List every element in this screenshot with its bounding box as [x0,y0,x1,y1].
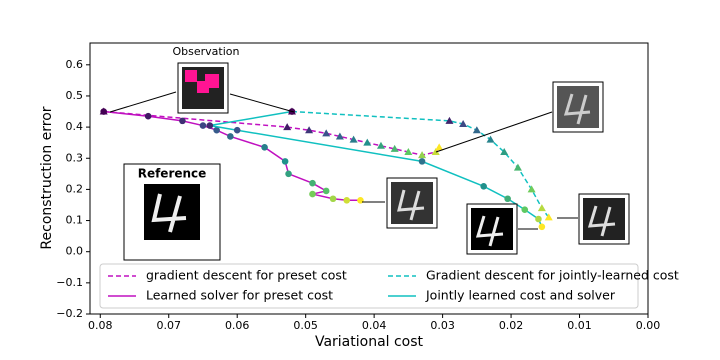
marker [500,148,509,156]
marker [445,116,454,124]
marker [431,148,440,156]
y-tick-label: −0.1 [56,276,83,289]
x-tick-label: 0.00 [636,319,661,332]
marker [376,141,385,149]
arrows [109,91,578,230]
series-line [103,110,440,156]
legend-box [99,263,639,309]
marker [261,144,268,151]
y-tick-label: 0.3 [66,151,84,164]
x-tick-label: 0.04 [362,319,387,332]
digit [475,215,504,247]
digit [397,189,425,221]
legend-label: Jointly learned cost and solver [425,288,616,303]
x-tick-label: 0.03 [430,319,455,332]
y-tick-label: 0.2 [66,182,84,195]
legend-label: Gradient descent for jointly-learned cos… [426,268,679,283]
y-tick-label: 0.1 [66,214,84,227]
marker [418,151,427,159]
y-tick-label: 0.6 [66,58,84,71]
marker [472,126,481,134]
marker [363,138,372,146]
marker [521,206,529,213]
marker [322,129,331,137]
marker [199,122,207,129]
x-axis-label: Variational cost [315,334,424,350]
marker [309,179,316,187]
mask [197,81,209,93]
marker [480,182,487,190]
marker [486,135,495,143]
marker [343,197,351,204]
x-tick-label: 0.06 [225,319,250,332]
x-tick-label: 0.08 [88,319,113,332]
marker [283,123,292,131]
marker [504,195,511,203]
marker [227,133,234,140]
y-tick-label: 0.4 [66,120,84,133]
marker [285,170,292,178]
marker [179,117,186,125]
marker [538,223,546,231]
y-tick-label: 0.5 [66,89,84,102]
marker [322,187,330,195]
marker [281,158,289,165]
marker [527,185,536,193]
marker [459,119,468,127]
digit [563,93,591,125]
plot-frame [89,42,649,315]
thumbnails: Observation Reference [109,45,630,261]
y-tick-label: −0.2 [56,307,83,320]
marker [100,108,107,115]
x-tick-label: 0.07 [156,319,181,332]
marker [418,158,426,165]
marker [537,204,546,212]
digit [151,193,187,233]
marker [329,195,337,203]
marker [357,197,364,204]
marker [305,126,314,134]
marker [335,132,344,140]
x-tick-label: 0.01 [567,319,592,332]
digit [587,205,616,237]
series-line [291,110,550,218]
marker [535,215,542,223]
y-axis-label: Reconstruction error [39,106,55,249]
marker [404,148,413,156]
marker [435,143,444,151]
marker [206,122,214,129]
y-tick-label: 0.0 [66,245,84,258]
marker [213,126,220,134]
mask [185,70,197,82]
legend: gradient descent for preset cost Learned … [99,263,679,309]
x-tick-label: 0.02 [499,319,524,332]
observation-label: Observation [173,45,240,58]
marker [513,163,522,171]
marker [309,190,316,198]
legend-label: Learned solver for preset cost [146,288,333,303]
marker [390,144,399,152]
marker [233,126,241,134]
marker [544,213,553,221]
marker [144,112,152,120]
marker [349,135,358,143]
x-tick-label: 0.05 [293,319,318,332]
legend-label: gradient descent for preset cost [146,268,347,283]
reference-label: Reference [138,167,207,181]
